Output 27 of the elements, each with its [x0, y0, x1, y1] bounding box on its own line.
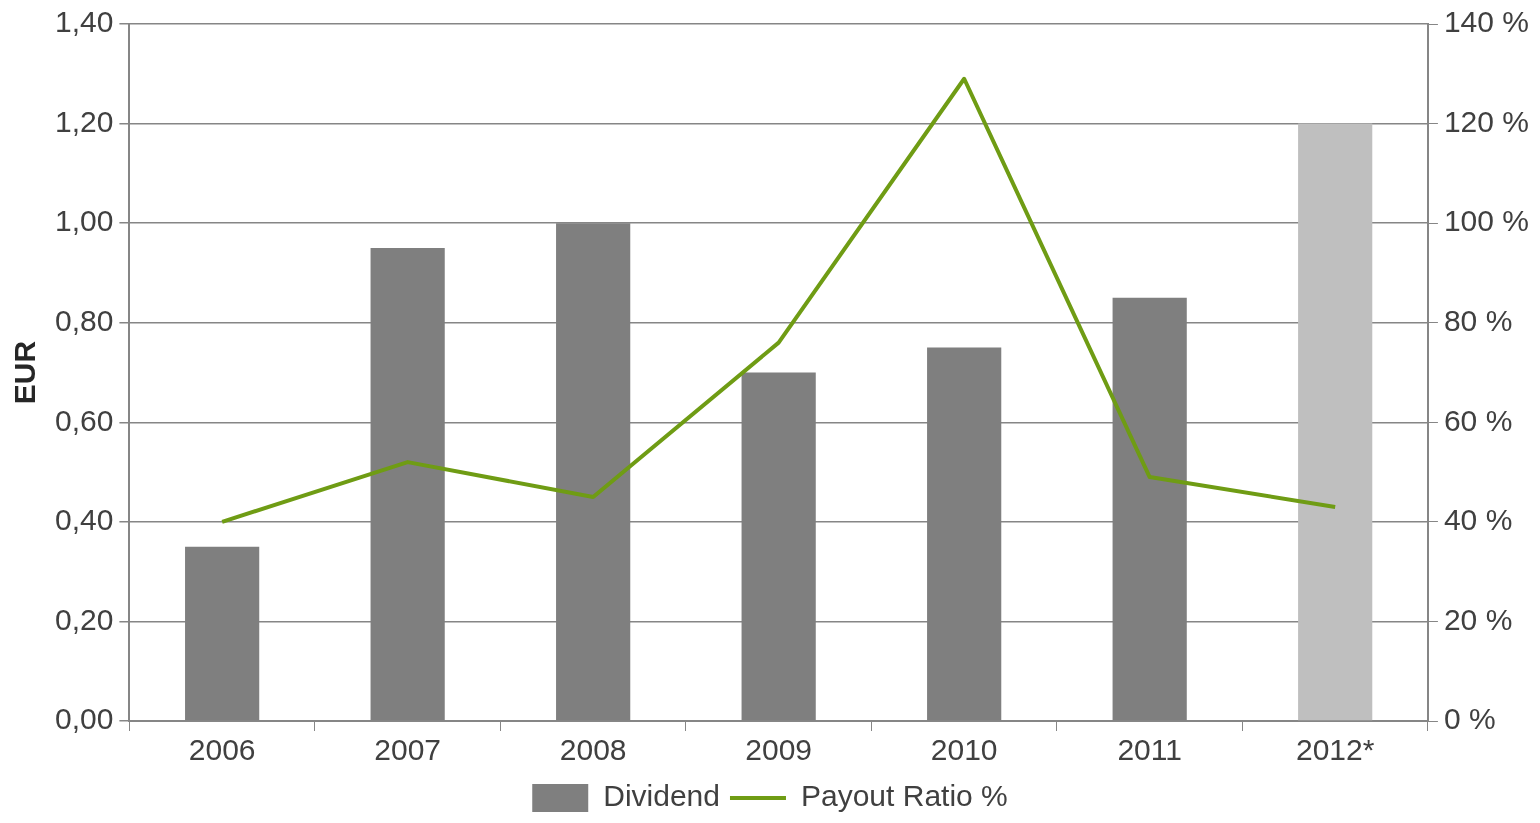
legend-label: Payout Ratio % — [800, 779, 1008, 813]
x-tick-label: 2008 — [559, 733, 627, 767]
x-tick-label: 2006 — [188, 733, 256, 767]
y-tick-label: 0,40 — [55, 503, 114, 537]
y2-tick-label: 100 % — [1443, 204, 1530, 238]
x-tick-label: 2007 — [374, 733, 442, 767]
y2-tick-label: 20 % — [1443, 602, 1513, 636]
y-tick-label: 0,00 — [55, 702, 114, 736]
legend-label: Dividend — [603, 779, 720, 813]
bar — [1298, 123, 1373, 721]
x-tick-label: 2010 — [930, 733, 998, 767]
y-tick-label: 0,80 — [55, 303, 114, 337]
y-tick-label: 1,40 — [55, 5, 114, 39]
y-tick-label: 1,20 — [55, 104, 114, 138]
y-tick-label: 0,60 — [55, 403, 114, 437]
y-tick-label: 1,00 — [55, 204, 114, 238]
y2-tick-label: 40 % — [1443, 503, 1513, 537]
y2-tick-label: 120 % — [1443, 104, 1530, 138]
y2-tick-label: 0 % — [1443, 702, 1496, 736]
y-tick-label: 0,20 — [55, 602, 114, 636]
y2-tick-label: 80 % — [1443, 303, 1513, 337]
x-tick-label: 2012* — [1295, 733, 1375, 767]
y2-tick-label: 60 % — [1443, 403, 1513, 437]
x-tick-label: 2009 — [745, 733, 813, 767]
y-axis-title: EUR — [8, 340, 42, 405]
x-tick-label: 2011 — [1117, 733, 1182, 767]
y2-tick-label: 140 % — [1443, 5, 1530, 39]
